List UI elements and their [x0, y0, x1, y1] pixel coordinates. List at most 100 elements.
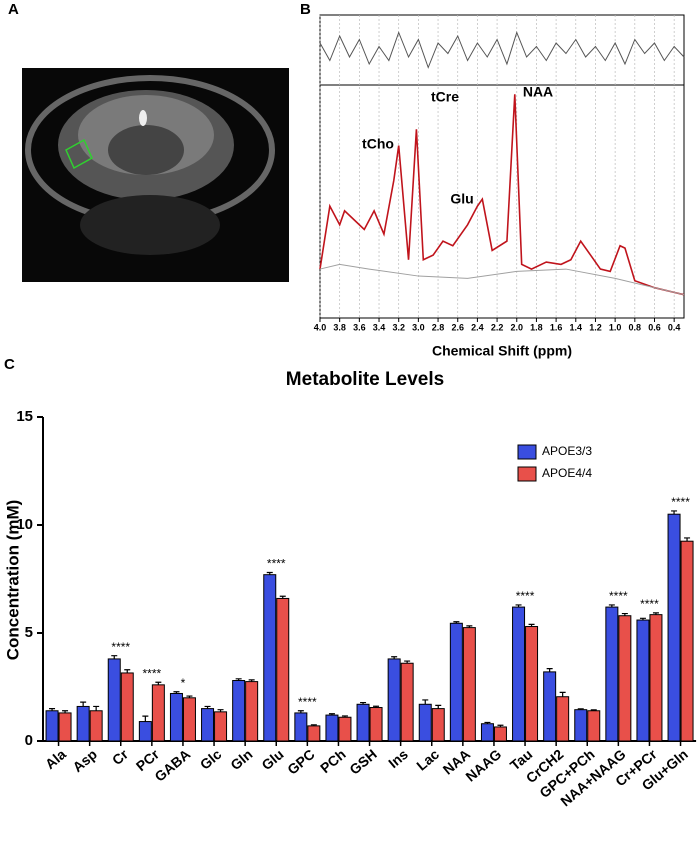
legend-swatch	[517, 444, 537, 460]
x-tick-label: 3.8	[333, 322, 346, 332]
error-bar	[360, 701, 367, 705]
bar	[449, 622, 463, 742]
error-bar	[422, 699, 429, 705]
significance-label: ****	[111, 640, 130, 654]
x-tick-label: Lac	[413, 746, 442, 774]
error-bar	[111, 655, 118, 659]
error-bar	[528, 623, 535, 627]
bar	[431, 708, 445, 742]
bar	[418, 703, 432, 742]
bar	[76, 705, 90, 742]
error-bar	[49, 708, 56, 711]
error-bar	[373, 705, 380, 708]
bar	[667, 513, 681, 742]
bar	[369, 707, 383, 742]
legend-label: APOE4/4	[542, 466, 592, 480]
error-bar	[484, 721, 491, 724]
bar	[605, 606, 619, 742]
peak-label: NAA	[523, 84, 553, 100]
error-bar	[559, 691, 566, 697]
significance-label: *	[181, 676, 186, 690]
x-tick-label: 2.0	[510, 322, 523, 332]
bar	[307, 725, 321, 742]
error-bar	[155, 681, 162, 685]
error-bar	[577, 708, 584, 710]
error-bar	[466, 625, 473, 628]
error-bar	[142, 715, 149, 722]
significance-label: ****	[671, 495, 690, 509]
error-bar	[341, 715, 348, 718]
error-bar	[608, 604, 615, 608]
error-bar	[639, 617, 646, 621]
x-tick-label: 2.4	[471, 322, 484, 332]
x-tick-label: Ala	[42, 746, 69, 772]
x-tick-label: Glu	[258, 746, 286, 773]
x-tick-label: GPC	[284, 746, 318, 778]
x-tick-label: Gln	[227, 746, 255, 773]
bar	[201, 708, 215, 742]
x-tick-label: 4.0	[314, 322, 327, 332]
error-bar	[435, 704, 442, 709]
bar	[387, 658, 401, 742]
significance-label: ****	[609, 589, 628, 603]
x-tick-label: NAAG	[462, 746, 504, 785]
bar	[245, 681, 259, 742]
y-tick-label: 15	[16, 408, 33, 425]
x-tick-label: 1.2	[589, 322, 602, 332]
error-bar	[310, 724, 317, 726]
x-tick-label: 0.4	[668, 322, 681, 332]
x-tick-label: 1.8	[530, 322, 543, 332]
bar	[649, 614, 663, 742]
x-axis-title: Chemical Shift (ppm)	[432, 343, 572, 359]
error-bar	[124, 669, 131, 673]
x-tick-label: 2.8	[432, 322, 445, 332]
spectrum-line	[319, 31, 685, 69]
mri-image	[22, 68, 289, 282]
error-bar	[279, 595, 286, 599]
x-tick-label: 2.6	[451, 322, 464, 332]
voxel-roi	[65, 138, 93, 170]
spectrum-line	[319, 263, 685, 296]
error-bar	[515, 604, 522, 608]
error-bar	[217, 709, 224, 712]
bar	[480, 723, 494, 742]
bar	[232, 680, 246, 742]
x-tick-label: Ins	[385, 746, 411, 771]
significance-label: ****	[267, 557, 286, 571]
error-bar	[453, 621, 460, 624]
x-tick-label: 3.6	[353, 322, 366, 332]
bar	[543, 671, 557, 742]
bar	[151, 684, 165, 742]
error-bar	[62, 710, 69, 713]
x-tick-label: 0.8	[629, 322, 642, 332]
bar	[680, 540, 694, 742]
error-bar	[404, 660, 411, 664]
legend-label: APOE3/3	[542, 444, 592, 458]
residual-frame	[319, 14, 685, 86]
bar	[462, 627, 476, 742]
x-tick-label: Glc	[197, 746, 225, 773]
y-tick-label: 5	[25, 624, 33, 641]
x-tick-label: GABA	[151, 746, 193, 785]
bar	[263, 574, 277, 742]
x-tick-label: GSH	[346, 746, 380, 778]
bar	[338, 716, 352, 742]
x-tick-label: 1.4	[570, 322, 583, 332]
x-tick-label: Asp	[69, 746, 100, 775]
y-tick-label: 10	[16, 516, 33, 533]
bar	[58, 712, 72, 742]
bar	[120, 672, 134, 742]
chart-title: Metabolite Levels	[286, 369, 444, 390]
error-bar	[93, 705, 100, 711]
error-bar	[186, 695, 193, 698]
error-bar	[266, 571, 273, 575]
x-tick-label: 0.6	[648, 322, 661, 332]
x-tick-label: PCh	[317, 746, 349, 776]
bar	[276, 597, 290, 742]
spectrum-line	[319, 94, 685, 296]
panel-label: A	[8, 1, 19, 18]
panel-label: B	[300, 1, 311, 18]
bar	[356, 703, 370, 742]
bar	[294, 712, 308, 742]
